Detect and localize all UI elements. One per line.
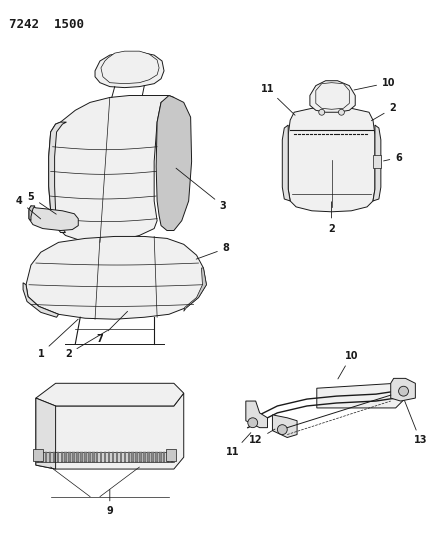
Polygon shape bbox=[101, 51, 159, 84]
Polygon shape bbox=[246, 401, 268, 427]
Text: 1: 1 bbox=[37, 319, 78, 359]
Polygon shape bbox=[29, 206, 35, 221]
Polygon shape bbox=[49, 95, 174, 243]
Polygon shape bbox=[391, 378, 415, 401]
Text: 8: 8 bbox=[196, 243, 229, 259]
Polygon shape bbox=[273, 415, 297, 438]
Circle shape bbox=[319, 109, 325, 115]
Circle shape bbox=[339, 109, 345, 115]
Text: 13: 13 bbox=[404, 401, 427, 446]
Polygon shape bbox=[156, 95, 192, 231]
Bar bbox=[33, 449, 43, 461]
Bar bbox=[171, 453, 173, 462]
Text: 2: 2 bbox=[65, 330, 107, 359]
Polygon shape bbox=[36, 393, 184, 469]
Bar bbox=[56, 453, 59, 462]
Text: 12: 12 bbox=[249, 429, 275, 446]
Bar bbox=[143, 453, 146, 462]
Text: 11: 11 bbox=[226, 433, 251, 457]
Bar bbox=[76, 453, 79, 462]
Text: 7: 7 bbox=[97, 311, 128, 344]
Bar bbox=[159, 453, 161, 462]
Polygon shape bbox=[310, 80, 355, 112]
Polygon shape bbox=[26, 237, 206, 319]
Bar bbox=[373, 155, 381, 168]
Polygon shape bbox=[288, 107, 375, 212]
Bar bbox=[49, 453, 51, 462]
Text: 10: 10 bbox=[338, 351, 358, 379]
Bar bbox=[128, 453, 130, 462]
Text: 11: 11 bbox=[261, 84, 295, 115]
Text: 3: 3 bbox=[176, 168, 226, 211]
Bar bbox=[80, 453, 83, 462]
Circle shape bbox=[248, 418, 258, 427]
Circle shape bbox=[398, 386, 408, 396]
Bar bbox=[41, 453, 43, 462]
Polygon shape bbox=[317, 383, 410, 408]
Bar bbox=[104, 453, 107, 462]
Bar bbox=[68, 453, 71, 462]
Polygon shape bbox=[282, 125, 290, 201]
Polygon shape bbox=[316, 83, 349, 109]
Polygon shape bbox=[23, 283, 59, 317]
Polygon shape bbox=[184, 268, 206, 311]
Bar bbox=[155, 453, 158, 462]
Polygon shape bbox=[36, 383, 184, 406]
Polygon shape bbox=[373, 125, 381, 201]
Bar bbox=[167, 453, 169, 462]
Text: 4: 4 bbox=[16, 196, 41, 219]
Bar bbox=[140, 453, 142, 462]
Bar bbox=[96, 453, 98, 462]
Bar bbox=[147, 453, 150, 462]
Text: 10: 10 bbox=[354, 78, 395, 90]
Text: 9: 9 bbox=[107, 490, 113, 516]
Bar bbox=[108, 453, 110, 462]
Polygon shape bbox=[36, 398, 56, 469]
Bar bbox=[88, 453, 91, 462]
Text: 2: 2 bbox=[372, 103, 396, 120]
Text: 6: 6 bbox=[383, 152, 402, 163]
Bar bbox=[151, 453, 154, 462]
Bar bbox=[131, 453, 134, 462]
Bar bbox=[120, 453, 122, 462]
Text: 5: 5 bbox=[27, 192, 56, 214]
Bar bbox=[60, 453, 63, 462]
Bar bbox=[163, 453, 166, 462]
Bar bbox=[65, 453, 67, 462]
Bar bbox=[72, 453, 75, 462]
Bar bbox=[124, 453, 126, 462]
Bar bbox=[84, 453, 86, 462]
Bar bbox=[135, 453, 138, 462]
Circle shape bbox=[277, 425, 287, 434]
Bar bbox=[37, 453, 39, 462]
Bar bbox=[45, 453, 47, 462]
Bar bbox=[112, 453, 114, 462]
Polygon shape bbox=[29, 206, 78, 231]
Polygon shape bbox=[95, 52, 164, 87]
Bar bbox=[166, 449, 176, 461]
Bar bbox=[92, 453, 95, 462]
Bar bbox=[100, 453, 102, 462]
Bar bbox=[53, 453, 55, 462]
Bar bbox=[116, 453, 118, 462]
Polygon shape bbox=[49, 122, 66, 232]
Text: 2: 2 bbox=[328, 202, 335, 233]
Text: 7242  1500: 7242 1500 bbox=[9, 18, 84, 30]
